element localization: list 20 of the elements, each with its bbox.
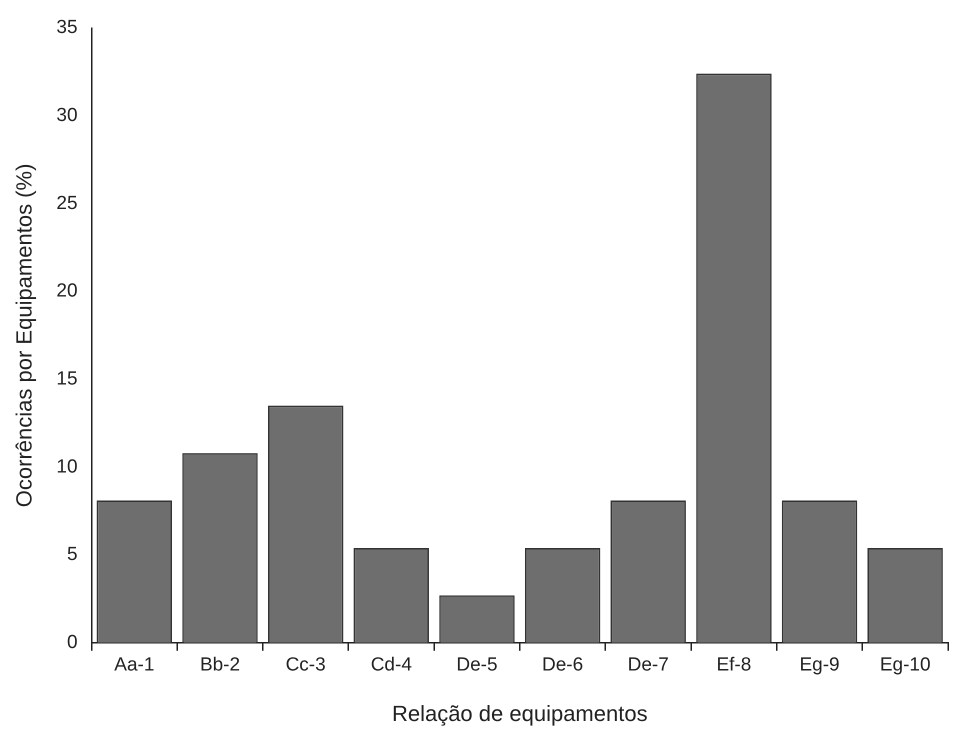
y-tick-label: 20 — [56, 280, 78, 302]
x-tick-label: Cc-3 — [286, 654, 326, 676]
y-tick-label: 10 — [56, 456, 78, 478]
x-tick-label: De-5 — [456, 654, 498, 676]
x-axis-title: Relação de equipamentos — [392, 700, 648, 726]
x-tick-label: Ef-8 — [716, 654, 752, 676]
y-tick-label: 5 — [66, 544, 78, 566]
x-tick-label: Bb-2 — [200, 654, 240, 676]
y-tick-label: 35 — [56, 17, 78, 38]
x-tick-label: Eg-10 — [880, 654, 931, 676]
x-tick-label: Eg-9 — [799, 654, 840, 676]
x-tick-label: De-7 — [628, 654, 669, 676]
x-tick-label: De-6 — [542, 654, 584, 676]
y-tick-label: 25 — [56, 192, 78, 214]
x-tick-label: Cd-4 — [370, 654, 412, 676]
y-tick-label: 15 — [56, 368, 78, 390]
y-axis-title: Ocorrências por Equipamentos (%) — [11, 164, 36, 508]
y-tick-label: 30 — [56, 105, 78, 126]
y-tick-label: 0 — [66, 632, 78, 654]
x-tick-label: Aa-1 — [114, 654, 154, 676]
